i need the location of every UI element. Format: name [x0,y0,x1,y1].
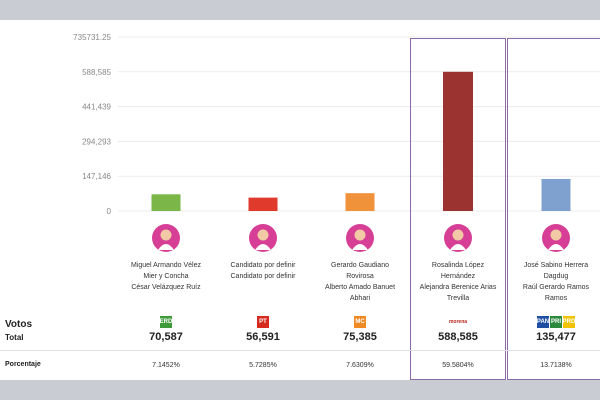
person-icon [450,229,466,250]
results-panel: 0 147,146 294,293 441,439 588,585 735731.25 M… [0,20,600,380]
candidate-names: Candidato por definir Candidato por defin… [215,260,311,282]
candidate-name-line: Alejandra Berenice Arias [419,284,497,291]
vote-percentage: 5.7285% [249,362,277,369]
vote-total: 75,385 [343,331,377,343]
porcentaje-label: Porcentaje [5,361,41,368]
party-logo: morena [448,316,468,330]
y-tick-label: 441,439 [82,103,111,112]
votos-label: Votos [5,319,33,330]
bar[interactable] [248,197,278,211]
candidate-name-line: Rovirosa [346,273,374,280]
party-emblem-icon: MC [354,316,366,328]
y-tick-label: 294,293 [82,137,111,146]
party-emblem-icon: PRI [550,316,562,328]
party-emblem-icon: VERDE [156,316,176,328]
vote-percentage: 59.5804% [442,362,474,369]
candidate-name-line: Trevilla [446,295,470,302]
party-logo: PAN PRI PRD [537,316,576,330]
candidate-name-line: Ramos [544,295,568,302]
bar-chart: 0 147,146 294,293 441,439 588,585 735731.25 [73,33,600,216]
candidate-name-line: José Sabino Herrera [523,262,589,269]
total-label: Total [5,333,24,342]
candidate-names: Miguel Armando Vélez Mier y Concha César V… [118,260,214,293]
candidate-name-line: Dagdug [543,273,569,280]
vote-total: 56,591 [246,331,280,343]
y-tick-label: 0 [107,207,112,216]
top-bar [0,0,600,20]
candidate-name-line: Raúl Gerardo Ramos [522,284,590,291]
candidate-name-line: Hernández [440,273,476,280]
y-tick-label: 735731.25 [73,33,111,42]
bar[interactable] [151,194,181,211]
y-tick-label: 588,585 [82,68,111,77]
person-icon [352,229,368,250]
party-logo: PT [257,316,270,330]
candidate-avatar [542,224,570,252]
person-icon [158,229,174,250]
candidate-avatar [346,224,374,252]
coalition-highlight-frame [507,38,600,380]
candidate-names: Gerardo Gaudiano Rovirosa Alberto Amado Ba… [312,260,408,304]
candidate-name-line: Alberto Amado Banuet [324,284,396,291]
candidate-name-line: Candidato por definir [230,262,296,269]
winner-highlight-frame [410,38,506,380]
candidate-name-line: Candidato por definir [230,273,296,280]
candidate-avatar [152,224,180,252]
vote-total: 135,477 [536,331,576,343]
party-emblem-icon: morena [448,316,468,328]
candidate-avatar [444,224,472,252]
bar[interactable] [345,193,375,211]
row-divider [0,350,600,351]
party-emblem-icon: PRD [563,316,575,328]
party-emblem-icon: PAN [537,316,549,328]
candidate-name-line: Rosalinda López [431,262,485,269]
person-icon [255,229,271,250]
bottom-bar [0,380,600,400]
party-emblem-icon: PT [257,316,269,328]
candidate-name-line: Mier y Concha [143,273,189,280]
party-logo: VERDE [156,316,176,330]
candidate-name-line: Abhari [349,295,371,302]
candidate-names: Rosalinda López Hernández Alejandra Bereni… [410,260,506,304]
party-logo: MC [354,316,367,330]
vote-percentage: 7.1452% [152,362,180,369]
vote-percentage: 7.6309% [346,362,374,369]
bar[interactable] [443,71,473,211]
bar[interactable] [541,178,571,211]
person-icon [548,229,564,250]
vote-total: 588,585 [438,331,478,343]
candidate-names: José Sabino Herrera Dagdug Raúl Gerardo Ra… [508,260,600,304]
vote-total: 70,587 [149,331,183,343]
candidate-name-line: Gerardo Gaudiano [331,262,389,269]
vote-percentage: 13.7138% [540,362,572,369]
candidate-name-line: César Velázquez Ruíz [131,284,201,291]
candidate-avatar [249,224,277,252]
y-tick-label: 147,146 [82,172,111,181]
candidate-name-line: Miguel Armando Vélez [130,262,202,269]
